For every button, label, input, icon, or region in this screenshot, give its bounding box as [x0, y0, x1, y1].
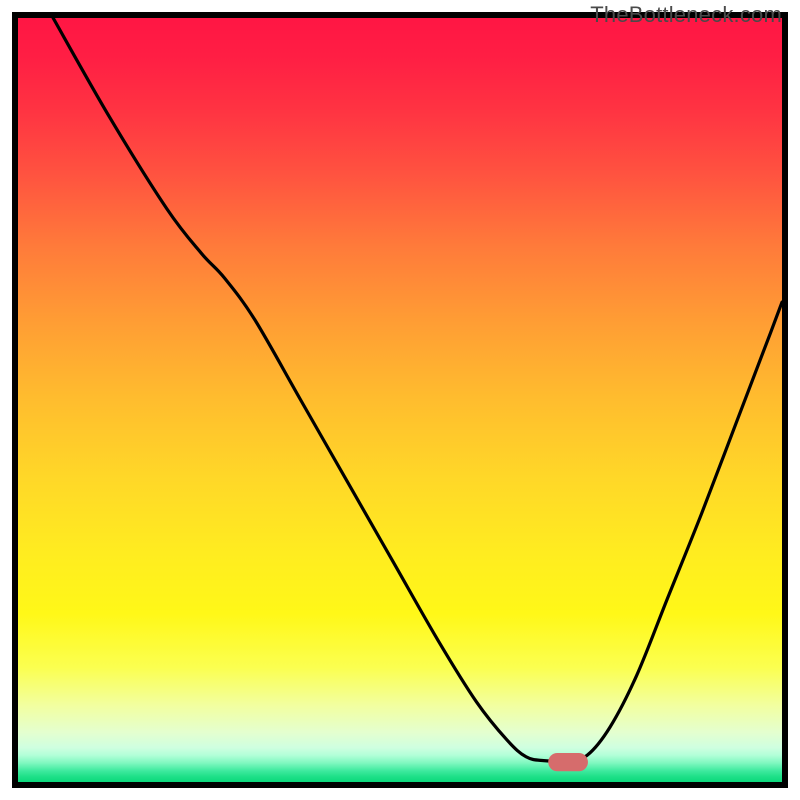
watermark-text: TheBottleneck.com	[590, 2, 782, 28]
optimal-marker	[548, 753, 588, 771]
chart-background	[18, 18, 782, 782]
chart-container: TheBottleneck.com	[0, 0, 800, 800]
bottleneck-line-chart	[0, 0, 800, 800]
